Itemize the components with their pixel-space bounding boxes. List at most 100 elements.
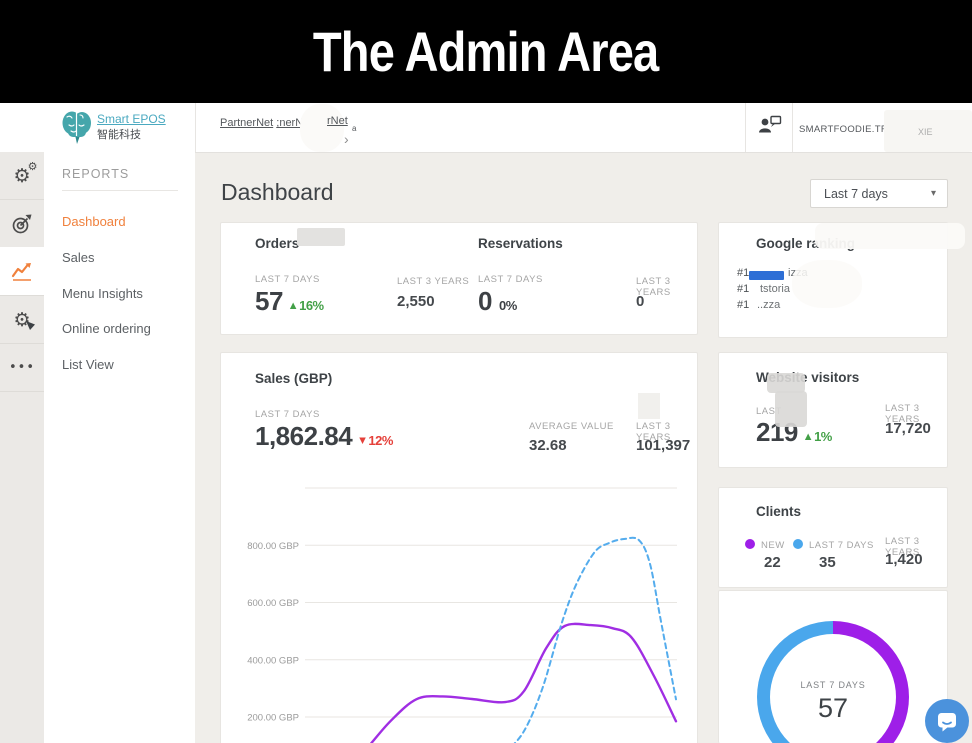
account-redacted-text: XIE (918, 127, 933, 137)
visitors-delta: 1% (814, 429, 832, 444)
svg-text:400.00 GBP: 400.00 GBP (247, 655, 299, 666)
rail-more-button[interactable]: ••• (0, 344, 44, 392)
clients-donut-chart: LAST 7 DAYS 57 (757, 621, 909, 743)
reservations-title: Reservations (478, 236, 563, 251)
sales-value: 1,862.84 ▼ 12% (255, 421, 393, 451)
period-dropdown[interactable]: Last 7 days ▾ (810, 179, 948, 208)
orders-period-label: LAST 7 DAYS (255, 274, 320, 285)
line-chart-icon (11, 262, 31, 281)
sales-years-value: 101,397 (636, 437, 691, 454)
target-icon (12, 214, 32, 233)
rail-reports-button[interactable] (0, 247, 44, 296)
clients-years-value: 1,420 (885, 551, 923, 568)
clients-card: Clients NEW 22 LAST 7 DAYS 35 LAST 3 YEA… (718, 487, 948, 588)
banner-title: The Admin Area (313, 20, 659, 83)
reservations-delta: 0% (498, 298, 517, 313)
legend-dot-last7 (793, 539, 803, 549)
visitors-years-label: LAST 3 YEARS (885, 403, 920, 425)
svg-text:600.00 GBP: 600.00 GBP (247, 598, 299, 609)
sidebar-item-sales[interactable]: Sales (62, 250, 95, 265)
divider (62, 190, 178, 191)
breadcrumb-link-partial[interactable]: ;nerN (276, 117, 304, 129)
logo-subtitle: 智能科技 (97, 129, 141, 141)
rail-goals-button[interactable] (0, 200, 44, 248)
redaction-blob-visitors-2 (775, 391, 807, 427)
breadcrumb-subscript: a (352, 124, 357, 133)
sales-years-label: LAST 3 YEARS (636, 421, 671, 443)
ranking-row-rank: #1 (737, 267, 750, 279)
rail-settings-button[interactable]: ⚙ ⚙ (0, 152, 44, 200)
chat-widget-button[interactable] (925, 699, 969, 743)
chevron-right-icon: › (344, 131, 349, 147)
svg-text:200.00 GBP: 200.00 GBP (247, 713, 299, 724)
donut-center-value: 57 (817, 693, 849, 723)
brain-logo-icon (62, 111, 91, 144)
chat-bubble-icon (938, 712, 956, 731)
reservations-value: 0 0% (478, 286, 517, 316)
header-bar (0, 103, 972, 153)
visitors-years-value: 17,720 (885, 420, 931, 437)
visitors-period-label: LAST (756, 406, 782, 417)
sidebar-item-online-ordering[interactable]: Online ordering (62, 321, 151, 336)
sales-period-label: LAST 7 DAYS (255, 409, 320, 420)
clients-legend-label-last7: LAST 7 DAYS (809, 540, 874, 551)
sales-card: Sales (GBP) LAST 7 DAYS 1,862.84 ▼ 12% AV… (220, 352, 698, 743)
ranking-row-text: ..zza (757, 299, 781, 311)
redaction-bar-ranking (749, 271, 784, 280)
reservations-years-label: LAST 3 YEARS (636, 276, 671, 298)
orders-title: Orders (255, 236, 300, 251)
redaction-blob-ranking-rows (792, 260, 862, 308)
up-arrow-icon: ▲ (289, 301, 297, 311)
person-chat-icon[interactable] (756, 112, 784, 138)
redaction-blob-visitors-1 (767, 373, 805, 393)
breadcrumb: PartnerNet ;nerN (220, 117, 303, 129)
clients-legend-value-new: 22 (764, 554, 781, 571)
account-name[interactable]: SMARTFOODIE.TFO (799, 124, 895, 135)
clients-donut-card: LAST 7 DAYS 57 (718, 590, 948, 743)
legend-dot-new (745, 539, 755, 549)
ranking-row-rank: #1 (737, 283, 750, 295)
orders-reservations-card: Orders LAST 7 DAYS 57 ▲ 16% LAST 3 YEARS … (220, 222, 698, 335)
clients-title: Clients (756, 504, 802, 519)
sales-line-chart: 800.00 GBP 600.00 GBP 400.00 GBP 200.00 GBP (247, 487, 678, 743)
header-divider (745, 103, 746, 152)
svg-text:800.00 GBP: 800.00 GBP (247, 541, 299, 552)
orders-value: 57 ▲ 16% (255, 286, 324, 316)
header-divider (195, 103, 196, 152)
clients-years-label: LAST 3 YEARS (885, 536, 920, 558)
donut-hole (770, 634, 896, 743)
redaction-blob-ranking-title (815, 223, 965, 249)
down-arrow-icon: ▼ (359, 436, 366, 446)
redaction-box-account: XIE (884, 110, 972, 152)
clients-legend-label-new: NEW (761, 540, 785, 551)
redaction-blob-breadcrumb (300, 104, 344, 152)
orders-years-value: 2,550 (397, 293, 435, 310)
settings-gears-icon: ⚙ ⚙ (13, 159, 38, 187)
sidebar-menu (44, 152, 195, 743)
sidebar-item-dashboard[interactable]: Dashboard (62, 214, 126, 229)
sales-avg-label: AVERAGE VALUE (529, 421, 614, 432)
caret-down-icon: ▾ (930, 188, 936, 199)
logo-wordmark[interactable]: Smart EPOS (97, 112, 166, 126)
up-arrow-icon: ▲ (804, 432, 812, 442)
orders-years-label: LAST 3 YEARS (397, 276, 470, 287)
automation-gear-cursor-icon: ⚙ (13, 309, 35, 331)
ranking-row-text: tstoria (760, 283, 790, 295)
breadcrumb-link-tail[interactable]: rNet (327, 115, 348, 127)
donut-center-label: LAST 7 DAYS (800, 680, 866, 690)
orders-delta: 16% (299, 298, 324, 313)
sales-title: Sales (GBP) (255, 371, 333, 386)
ranking-row-rank: #1 (737, 299, 750, 311)
header-divider (792, 103, 793, 152)
sidebar-item-menu-insights[interactable]: Menu Insights (62, 286, 143, 301)
reservations-period-label: LAST 7 DAYS (478, 274, 543, 285)
redaction-box-orders (297, 228, 345, 246)
rail-automation-button[interactable]: ⚙ (0, 296, 44, 344)
period-dropdown-value: Last 7 days (824, 187, 888, 201)
website-visitors-card: Website visitors LAST 219 ▲ 1% LAST 3 YEA… (718, 352, 948, 468)
sales-delta: 12% (368, 433, 393, 448)
redaction-box-sales (638, 393, 660, 419)
more-dots-icon: ••• (8, 360, 35, 375)
sidebar-item-list-view[interactable]: List View (62, 357, 114, 372)
breadcrumb-link-partnernet[interactable]: PartnerNet (220, 117, 274, 129)
